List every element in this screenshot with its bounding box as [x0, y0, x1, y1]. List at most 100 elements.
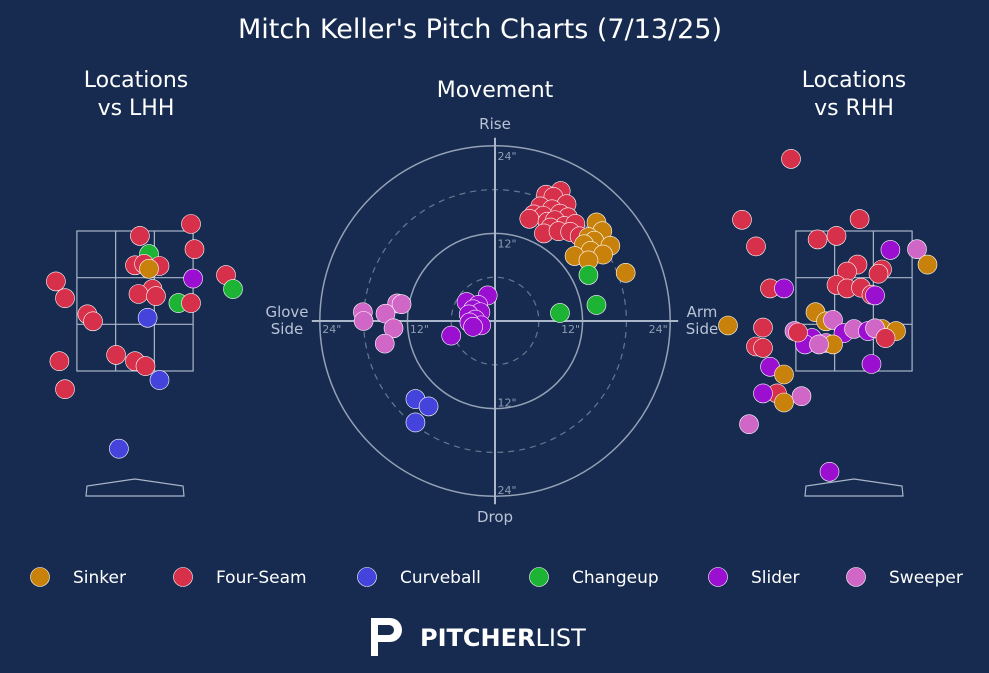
pitch-point-curveball [109, 438, 129, 459]
home-plate [85, 478, 185, 497]
pitch-point-four-seam [826, 226, 847, 246]
movement-panel: Movement 12" 12" 12" 12" 24" 24" 24" 24" Rise Dro… [265, 78, 718, 526]
pitch-point-sweeper [907, 239, 927, 259]
ring-label: 12" [497, 237, 516, 250]
pitch-point-four-seam [106, 345, 126, 365]
pitch-point-sinker [615, 263, 636, 283]
pitch-point-four-seam [849, 209, 870, 229]
pitcherlist-logo: PITCHERLIST [371, 618, 586, 656]
pitch-point-sinker [139, 258, 159, 279]
legend-item-slider: Slider [708, 567, 799, 588]
brand-light: LIST [535, 624, 586, 652]
legend-label: Four-Seam [216, 568, 307, 588]
ring-label: 24" [322, 323, 341, 336]
legend-label: Sinker [73, 568, 126, 588]
pitch-point-curveball [405, 412, 426, 433]
legend-marker [357, 567, 377, 587]
pitch-point-four-seam [788, 322, 808, 343]
pitch-point-four-seam [746, 236, 766, 257]
chart-title: Mitch Keller's Pitch Charts (7/13/25) [238, 14, 722, 45]
pitch-point-slider [463, 317, 483, 337]
home-plate [804, 478, 904, 497]
pitch-point-four-seam [146, 286, 166, 306]
pitch-point-four-seam [732, 210, 752, 230]
legend-label: Sweeper [889, 568, 963, 588]
pitch-point-four-seam [181, 293, 201, 313]
rise-label: Rise [479, 115, 511, 133]
pitch-point-curveball [137, 307, 158, 328]
ring-label: 12" [561, 323, 580, 336]
drop-label: Drop [477, 508, 513, 526]
pitch-point-slider [753, 383, 773, 404]
legend-item-four-seam: Four-Seam [173, 567, 307, 588]
pitch-point-four-seam [184, 239, 205, 259]
pitch-point-slider [441, 325, 462, 346]
pitch-point-four-seam [128, 284, 149, 304]
pitch-point-four-seam [55, 288, 75, 309]
pitch-point-slider [865, 285, 885, 306]
pitch-point-changeup [586, 295, 607, 315]
pitch-point-sweeper [374, 333, 395, 354]
legend-marker [173, 567, 193, 587]
legend-marker [30, 567, 50, 587]
movement-title: Movement [437, 78, 554, 103]
pitch-point-curveball [149, 370, 170, 390]
pitch-point-changeup [223, 279, 243, 299]
pitch-point-slider [861, 354, 882, 374]
ring-labels: 12" 12" 12" 12" 24" 24" 24" 24" [322, 150, 667, 497]
legend-marker [529, 567, 549, 587]
pitch-point-curveball [418, 396, 439, 417]
lhh-title: Locations vs LHH [84, 68, 189, 121]
pitch-point-slider [774, 278, 794, 299]
pitch-point-sweeper [739, 414, 759, 435]
pitch-point-sweeper [809, 334, 829, 355]
pitch-point-sinker [917, 254, 938, 275]
ring-label: 12" [410, 323, 429, 336]
legend-item-sweeper: Sweeper [846, 567, 963, 588]
pitch-point-changeup [578, 265, 599, 285]
pitch-point-four-seam [46, 271, 66, 292]
legend-label: Curveball [400, 568, 481, 588]
pitch-type-legend: Sinker Four-Seam Curveball Changeup Slider Sw… [30, 567, 963, 588]
legend-label: Changeup [572, 568, 659, 588]
legend-label: Slider [751, 568, 799, 588]
pitch-point-four-seam [55, 379, 75, 400]
legend-item-sinker: Sinker [30, 567, 126, 588]
pitch-point-slider [880, 240, 901, 260]
arm-side-label: Arm Side [686, 303, 718, 338]
pitch-point-four-seam [83, 311, 103, 332]
ring-label: 12" [497, 397, 516, 410]
legend-item-changeup: Changeup [529, 567, 659, 588]
pitch-point-four-seam [868, 263, 889, 284]
pitch-point-four-seam [781, 149, 801, 169]
pitch-point-four-seam [807, 229, 828, 250]
pitch-point-sweeper [823, 310, 843, 330]
legend-marker [846, 567, 866, 587]
legend-item-curveball: Curveball [357, 567, 481, 588]
locations-vs-rhh-panel: Locations vs RHH [718, 68, 938, 497]
ring-label: 24" [497, 484, 516, 497]
pitch-point-sweeper [791, 386, 812, 407]
pitch-point-slider [819, 461, 840, 482]
pitch-point-four-seam [753, 338, 773, 358]
pitch-point-sinker [774, 364, 794, 385]
pitcherlist-logo-mark [371, 618, 402, 656]
glove-side-label: Glove Side [265, 303, 308, 338]
pitch-point-sinker [774, 392, 794, 413]
pitch-point-sweeper [353, 311, 374, 331]
ring-label: 24" [497, 150, 516, 163]
pitch-point-four-seam [135, 356, 156, 376]
pitch-point-four-seam [875, 328, 896, 348]
pitch-point-four-seam [519, 209, 540, 229]
pitcherlist-wordmark: PITCHERLIST [420, 624, 586, 652]
pitch-points [46, 214, 243, 459]
locations-vs-lhh-panel: Locations vs LHH [46, 68, 243, 497]
pitch-point-sinker [718, 315, 738, 336]
pitch-point-four-seam [753, 317, 773, 338]
pitch-point-four-seam [130, 226, 150, 246]
pitch-points [718, 149, 938, 482]
pitch-point-sweeper [391, 294, 412, 315]
ring-label: 24" [649, 323, 668, 336]
pitch-point-four-seam [181, 214, 201, 234]
